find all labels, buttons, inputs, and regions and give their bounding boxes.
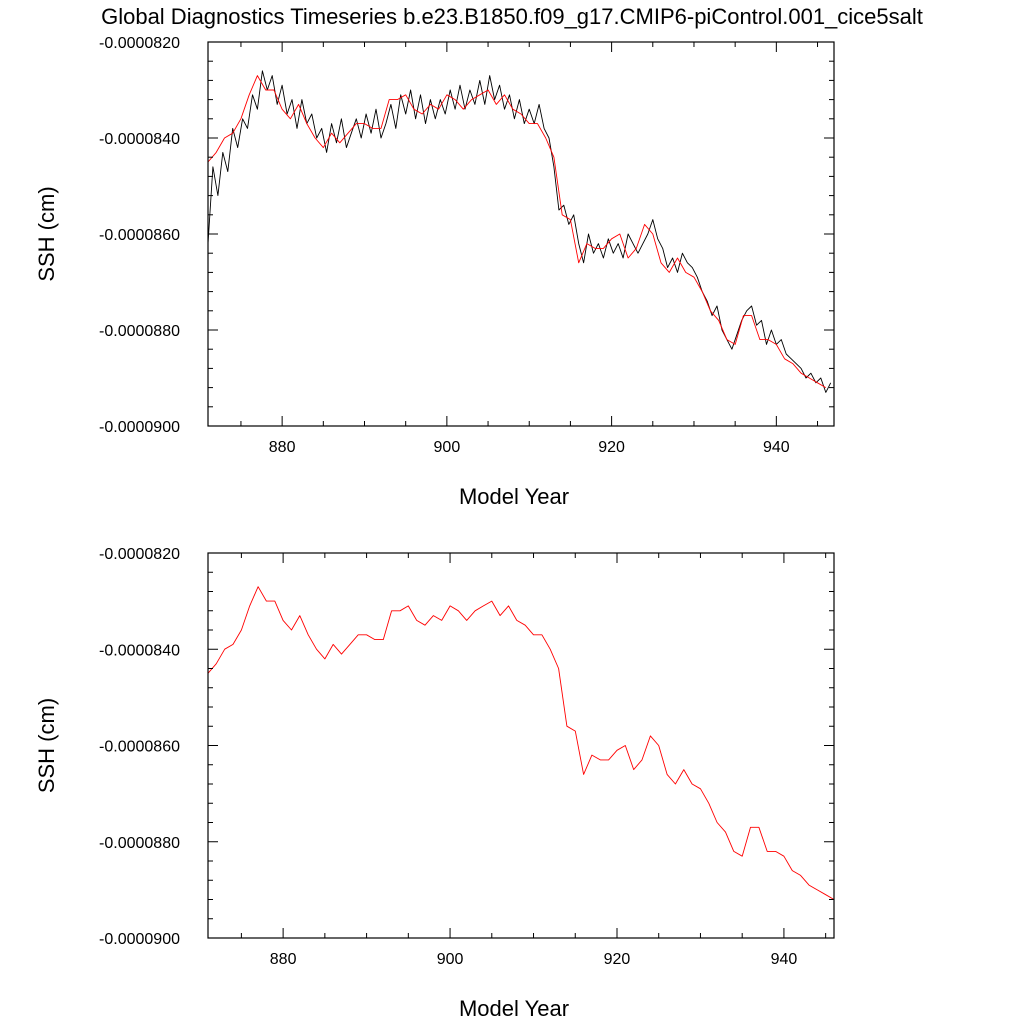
x-tick-label: 920	[604, 951, 631, 968]
y-tick-label: -0.0000860	[99, 227, 180, 244]
y-axis-label: SSH (cm)	[34, 186, 59, 281]
x-axis-label: Model Year	[459, 484, 569, 509]
y-tick-label: -0.0000820	[99, 35, 180, 52]
y-tick-label: -0.0000860	[99, 739, 180, 756]
x-axis-label: Model Year	[459, 996, 569, 1021]
y-tick-label: -0.0000840	[99, 131, 180, 148]
x-tick-label: 900	[437, 951, 464, 968]
x-tick-label: 900	[434, 439, 461, 456]
x-tick-label: 940	[763, 439, 790, 456]
plot-frame	[207, 552, 835, 939]
series-line-0	[207, 586, 835, 900]
series-line-1	[207, 75, 827, 388]
lower-panel: 880 900 920 940 -0.0000820 -0.0000840 -0.00008…	[34, 546, 835, 1021]
series-line-0	[207, 70, 832, 393]
x-tick-label: 880	[269, 439, 296, 456]
y-tick-label: -0.0000840	[99, 642, 180, 659]
y-axis-label: SSH (cm)	[34, 698, 59, 793]
x-tick-label: 940	[771, 951, 798, 968]
y-tick-label: -0.0000820	[99, 546, 180, 563]
y-tick-label: -0.0000900	[99, 419, 180, 436]
y-tick-label: -0.0000880	[99, 323, 180, 340]
chart-title: Global Diagnostics Timeseries b.e23.B185…	[101, 4, 923, 29]
x-tick-label: 880	[270, 951, 297, 968]
upper-panel: 880 900 920 940 -0.0000820 -0.0000840 -0.00008…	[34, 35, 835, 509]
y-tick-label: -0.0000900	[99, 931, 180, 948]
y-tick-label: -0.0000880	[99, 835, 180, 852]
x-tick-label: 920	[598, 439, 625, 456]
